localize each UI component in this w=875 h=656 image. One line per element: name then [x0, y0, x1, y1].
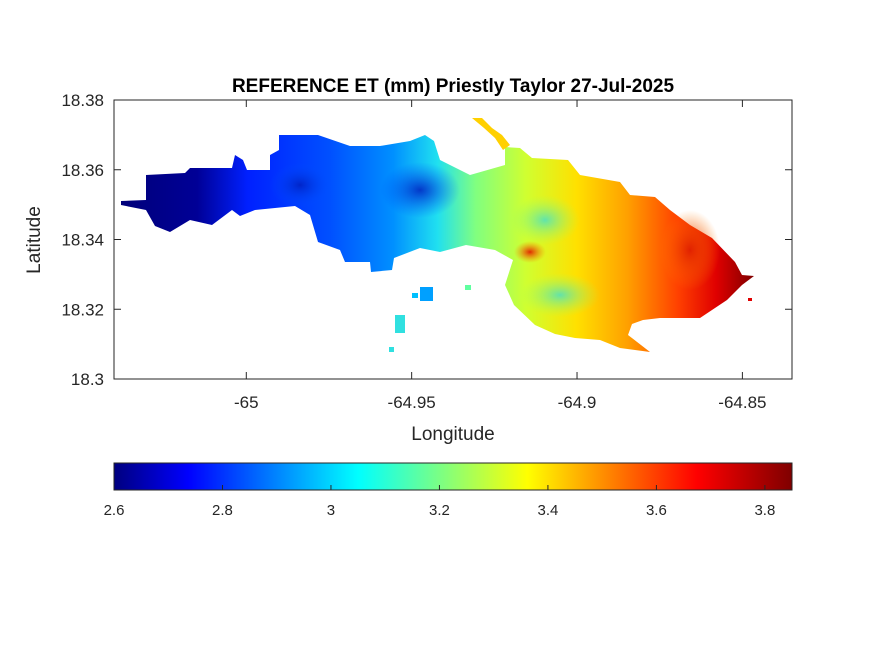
blue-pool-patch — [380, 162, 460, 218]
colorbar-tick-label: 3 — [327, 502, 335, 519]
colorbar-tick-label: 2.8 — [212, 502, 233, 519]
colorbar-tick-label: 3.8 — [754, 502, 775, 519]
colorbar-tick-label: 3.6 — [646, 502, 667, 519]
y-tick-label: 18.32 — [61, 300, 104, 319]
colorbar — [113, 462, 793, 491]
north-spit — [472, 118, 510, 150]
hotspot-patch — [660, 210, 720, 290]
islet — [748, 298, 752, 301]
x-tick-label: -65 — [234, 393, 259, 412]
chart-title: REFERENCE ET (mm) Priestly Taylor 27-Jul… — [232, 76, 674, 97]
islet — [420, 287, 433, 301]
y-axis-ticks: 18.3 18.32 18.34 18.36 18.38 — [61, 91, 792, 389]
island-heatmap — [121, 118, 754, 352]
x-axis-ticks: -65 -64.95 -64.9 -64.85 — [234, 100, 766, 412]
x-tick-label: -64.9 — [558, 393, 597, 412]
x-axis-label: Longitude — [411, 424, 494, 445]
cyan-pool-patch — [510, 195, 580, 245]
cyan-pool-patch — [520, 273, 600, 317]
y-tick-label: 18.3 — [71, 370, 104, 389]
y-tick-label: 18.34 — [61, 231, 104, 250]
colorbar-tick-label: 3.4 — [537, 502, 558, 519]
colorbar-tick-label: 2.6 — [104, 502, 125, 519]
x-tick-label: -64.95 — [388, 393, 436, 412]
islet — [465, 285, 471, 290]
hotspot-patch — [514, 241, 546, 263]
islet — [389, 347, 394, 352]
colorbar-tick-label: 3.2 — [429, 502, 450, 519]
islet — [395, 315, 405, 333]
colorbar-ticks: 2.6 2.8 3 3.2 3.4 3.6 3.8 — [104, 485, 775, 519]
y-axis-label: Latitude — [24, 206, 45, 274]
x-tick-label: -64.85 — [718, 393, 766, 412]
islet — [412, 293, 418, 298]
y-tick-label: 18.36 — [61, 161, 104, 180]
blue-pool-patch — [270, 163, 330, 207]
y-tick-label: 18.38 — [61, 91, 104, 110]
